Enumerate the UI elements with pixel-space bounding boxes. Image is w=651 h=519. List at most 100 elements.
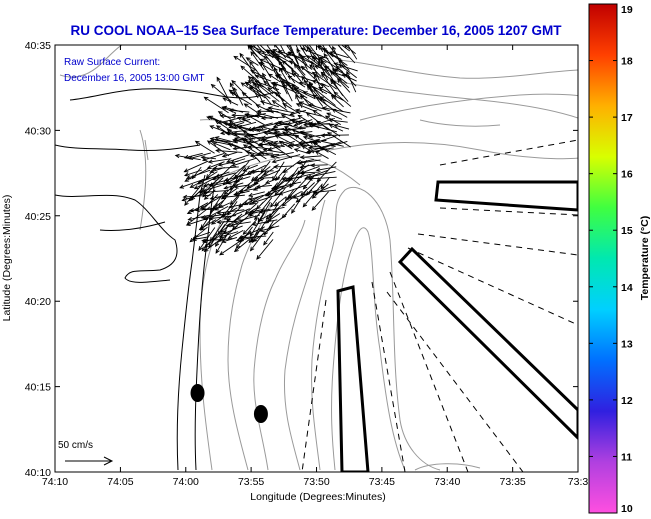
current-vector-head <box>200 155 206 160</box>
current-vector-head <box>215 148 221 153</box>
current-vector-head <box>244 81 250 86</box>
current-vector-head <box>293 88 299 93</box>
current-vector <box>300 143 321 148</box>
current-vector-head <box>215 248 220 254</box>
current-vector <box>265 176 281 184</box>
current-vector-head <box>263 55 269 61</box>
current-vector-head <box>185 175 191 180</box>
current-vector <box>306 55 324 69</box>
colorbar-tick-label: 19 <box>621 4 633 16</box>
current-vector <box>282 60 300 76</box>
current-vector-head <box>306 46 311 51</box>
current-vector-head <box>280 114 286 119</box>
current-vector <box>282 103 301 115</box>
colorbar-label: Temperature (°C) <box>639 216 651 301</box>
current-vector <box>248 208 271 215</box>
current-vector-head <box>261 135 267 140</box>
current-vector-head <box>311 71 317 77</box>
current-vector-head <box>305 191 311 196</box>
current-vector-head <box>262 37 265 41</box>
current-vector <box>203 205 229 221</box>
current-vector <box>262 139 281 149</box>
current-vector <box>272 49 294 61</box>
current-vector-head <box>329 71 335 76</box>
current-vector-head <box>272 50 277 56</box>
radar-beams <box>301 139 578 472</box>
current-vector <box>319 96 344 113</box>
colorbar-tick-label: 15 <box>621 225 633 237</box>
bathymetry-contour <box>59 45 123 78</box>
current-vector-head <box>184 177 190 182</box>
current-vector <box>233 214 261 223</box>
current-vector <box>240 65 261 84</box>
bathymetry-contour <box>414 463 481 471</box>
current-vector-head <box>274 134 280 139</box>
current-vector-head <box>194 207 200 213</box>
current-vector <box>191 188 203 200</box>
current-vector-head <box>192 234 198 239</box>
bathymetry-contour <box>199 214 226 471</box>
current-vector <box>233 170 260 179</box>
current-vector <box>278 121 302 130</box>
current-vector-head <box>288 60 294 65</box>
current-vector-head <box>223 190 229 196</box>
current-vector <box>208 224 226 248</box>
current-vector-head <box>214 136 220 141</box>
current-vector-head <box>183 154 189 160</box>
current-vector-head <box>238 188 244 194</box>
current-vector-head <box>198 246 203 251</box>
current-vector-head <box>209 169 215 174</box>
current-vector <box>249 86 266 99</box>
current-vector <box>230 158 246 164</box>
current-vector-head <box>285 53 291 58</box>
current-vector-head <box>327 118 333 123</box>
scale-arrow-label: 50 cm/s <box>58 440 93 451</box>
current-vector-head <box>311 194 317 199</box>
current-vector-head <box>249 60 254 66</box>
radar-beam-box <box>336 285 370 472</box>
y-axis-label: Latitude (Degrees:Minutes) <box>1 195 13 322</box>
current-vector <box>278 184 307 195</box>
surface-current-vectors <box>174 37 358 260</box>
y-tick-label: 40:30 <box>25 125 51 137</box>
annotation-line-1: Raw Surface Current: <box>64 57 160 68</box>
colorbar-tick-label: 13 <box>621 338 633 350</box>
current-vector-head <box>321 106 327 111</box>
current-vector-head <box>233 55 239 61</box>
current-vector-head <box>227 143 233 148</box>
current-vector <box>232 114 258 118</box>
current-vector-head <box>267 146 273 151</box>
current-vector <box>267 207 280 223</box>
current-vector-head <box>258 142 264 147</box>
current-vector-head <box>211 166 217 171</box>
current-vector <box>218 184 236 208</box>
current-vector <box>232 157 257 167</box>
current-vector <box>245 113 265 126</box>
current-vector-head <box>273 66 278 72</box>
current-vector <box>224 182 244 189</box>
current-vector <box>190 177 210 188</box>
current-vector-head <box>259 228 265 233</box>
current-vector <box>274 165 294 168</box>
current-vector <box>268 73 281 83</box>
current-vector-head <box>200 215 206 220</box>
current-vector-head <box>242 144 248 149</box>
current-vector-head <box>337 58 343 64</box>
current-vector-head <box>319 96 325 101</box>
current-vector-head <box>261 139 267 143</box>
current-vector <box>222 97 239 106</box>
current-vector <box>318 87 344 101</box>
current-vector-head <box>281 176 287 181</box>
current-vector <box>256 185 272 188</box>
current-vector <box>303 45 313 52</box>
current-vector <box>269 213 288 229</box>
current-vector <box>274 196 287 207</box>
current-vector <box>243 139 265 155</box>
current-vector-head <box>295 38 299 42</box>
current-vector <box>315 139 344 147</box>
current-vector-head <box>228 204 234 209</box>
colorbar <box>588 3 618 514</box>
current-vector <box>250 232 265 251</box>
current-vector <box>248 191 265 197</box>
current-vector-head <box>219 130 225 136</box>
